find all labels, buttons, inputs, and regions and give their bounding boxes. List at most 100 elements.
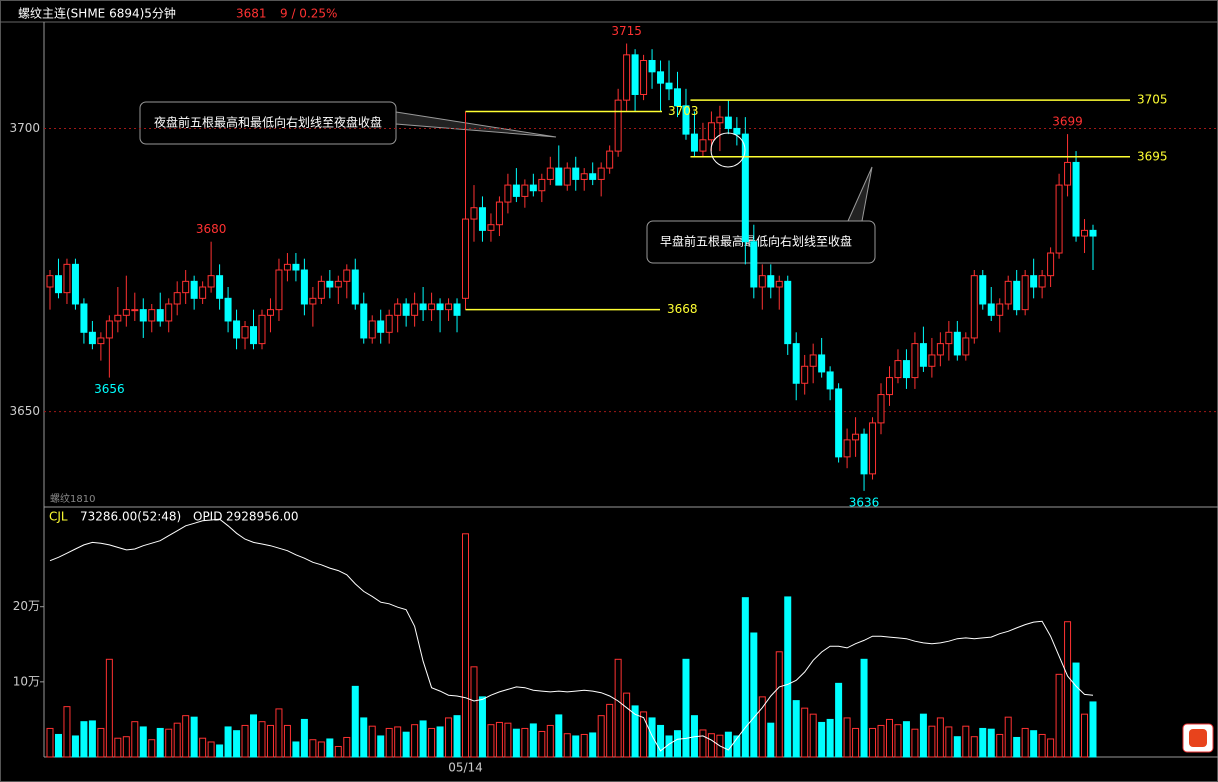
candle-body (546, 167, 554, 180)
volume-bar (597, 715, 605, 758)
volume-bar (945, 726, 953, 758)
candle-body (63, 263, 71, 294)
candle-body (258, 314, 266, 345)
candle-body (962, 337, 970, 356)
candle-body (462, 218, 470, 299)
candle-body (190, 280, 198, 299)
candle-body (283, 263, 291, 271)
candle-body (631, 54, 639, 95)
candle-body (1013, 280, 1021, 311)
candle-body (597, 167, 605, 180)
volume-bar (673, 730, 681, 758)
extreme-label: 3656 (94, 382, 125, 396)
candle-body (402, 303, 410, 316)
candle-body (207, 275, 215, 288)
level-label: 3703 (668, 104, 699, 118)
candle-body (529, 184, 537, 192)
volume-bar (869, 727, 877, 758)
candle-body (131, 309, 139, 312)
volume-bar (767, 722, 775, 758)
candle-body (105, 320, 113, 339)
logo-mark (1189, 729, 1207, 747)
candle-body (818, 354, 826, 373)
volume-bar (1081, 713, 1089, 758)
candle-body (860, 433, 868, 475)
volume-bar (699, 729, 707, 758)
candle-body (902, 360, 910, 379)
candle-body (71, 263, 79, 305)
y-tick-label: 3700 (9, 121, 40, 135)
callout-text: 早盘前五根最高最低向右划线至收盘 (660, 234, 852, 249)
y-tick-label: 3650 (9, 404, 40, 418)
volume-bar (640, 711, 648, 758)
candle-body (716, 116, 724, 124)
candle-body (1072, 161, 1080, 237)
volume-bar (809, 713, 817, 758)
candle-body (470, 207, 478, 220)
volume-bar (334, 745, 342, 758)
callout-box (139, 101, 397, 145)
candle-body (690, 133, 698, 152)
candle-body (1030, 275, 1038, 288)
candle-body (657, 71, 665, 84)
candle-body (953, 331, 961, 356)
volume-bar (606, 703, 614, 758)
candle-body (1055, 184, 1063, 254)
volume-bar (546, 724, 554, 758)
volume-bar (529, 723, 537, 758)
candle-body (970, 275, 978, 339)
volume-bar (411, 724, 419, 758)
open-interest-line (49, 518, 1094, 752)
candle-body (487, 224, 495, 231)
volume-bar (258, 721, 266, 758)
volume-bar (758, 696, 766, 758)
volume-bar (657, 724, 665, 758)
candle-body (148, 309, 156, 322)
legend-value: 2928956.00 (226, 510, 299, 524)
candle-body (775, 280, 783, 288)
legend-name: OPID (193, 510, 222, 524)
y-tick-label: 10万 (13, 674, 40, 688)
candle-body (741, 133, 749, 243)
candle-body (216, 275, 224, 299)
candle-body (360, 303, 368, 339)
volume-bar (902, 721, 910, 758)
candle-body (266, 309, 274, 316)
extreme-label: 3715 (611, 24, 642, 38)
candle-body (1021, 275, 1029, 311)
candle-body (936, 343, 944, 356)
candle-body (911, 343, 919, 379)
candle-body (979, 275, 987, 305)
volume-bar (614, 658, 622, 758)
candle-body (589, 173, 597, 180)
volume-bar (936, 717, 944, 758)
candle-body (250, 326, 258, 345)
last-price: 3681 (236, 7, 267, 21)
volume-bar (733, 735, 741, 758)
candle-body (224, 297, 232, 322)
volume-bar (54, 733, 62, 758)
candle-body (504, 184, 512, 203)
volume-bar (156, 727, 164, 758)
volume-bar (343, 736, 351, 758)
volume-bar (1064, 621, 1072, 758)
volume-bar (648, 717, 656, 758)
volume-bar (233, 730, 241, 758)
volume-bar (131, 721, 139, 758)
volume-bar (682, 658, 690, 758)
volume-bar (1055, 673, 1063, 758)
volume-bar (512, 728, 520, 758)
candle-body (411, 303, 419, 316)
candle-body (495, 201, 503, 226)
volume-bar (487, 724, 495, 758)
contract-label: 螺纹1810 (50, 492, 95, 505)
volume-bar (928, 725, 936, 758)
volume-bar (377, 735, 385, 758)
candle-body (767, 275, 775, 288)
candle-body (1089, 229, 1097, 237)
candle-body (919, 343, 927, 367)
volume-bar (987, 728, 995, 758)
level-label: 3668 (667, 302, 698, 316)
candle-body (309, 297, 317, 305)
